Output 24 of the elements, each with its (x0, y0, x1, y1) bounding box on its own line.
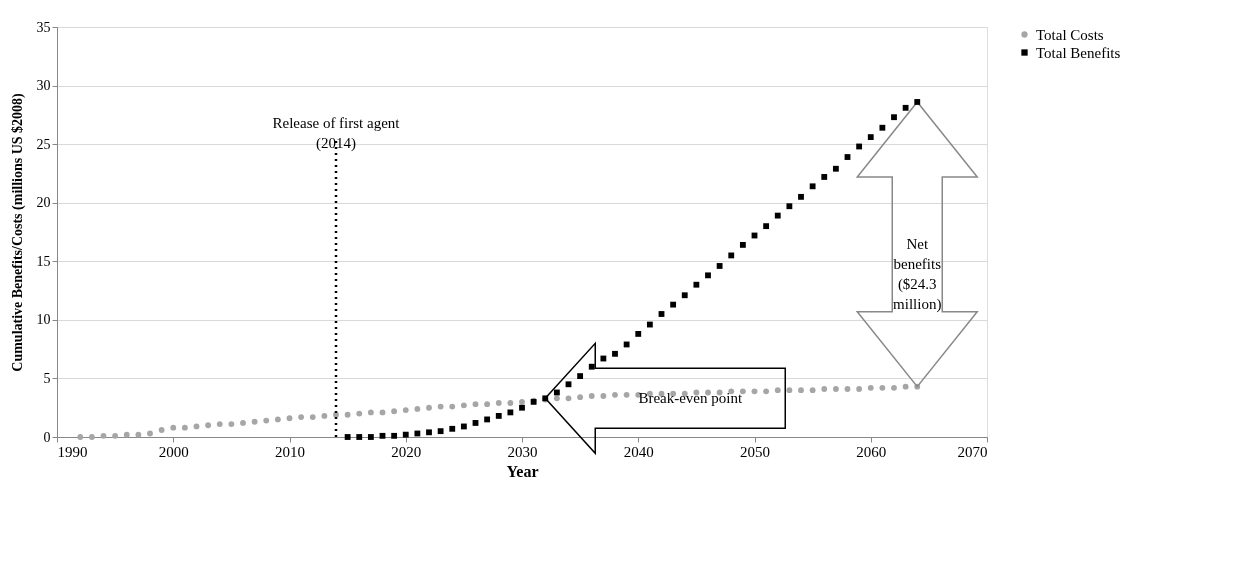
ref-line-label: Release of first agent (2014) (272, 115, 401, 152)
x-tick-label: 2010 (275, 443, 305, 460)
x-tick-label: 2040 (623, 443, 654, 460)
y-tick-label: 35 (36, 19, 51, 35)
y-tick-label: 20 (36, 195, 51, 211)
annotation: Net benefits ($24.3 million) (893, 236, 942, 314)
legend-label: Total Costs (1036, 26, 1104, 43)
x-tick-label: 2050 (740, 443, 770, 460)
x-tick-label: 2060 (856, 443, 887, 460)
y-tick-label: 10 (36, 312, 51, 328)
y-tick-label: 25 (36, 136, 51, 152)
y-tick-label: 5 (43, 370, 51, 386)
y-tick-label: 30 (36, 78, 51, 94)
y-axis-title: Cumulative Benefits/Costs (millions US $2008) (9, 92, 26, 372)
annotation: Break-even point (638, 390, 743, 407)
x-axis-title: Year (506, 462, 539, 480)
x-tick-label: 2000 (158, 443, 189, 460)
x-tick-label: 1990 (57, 443, 88, 460)
legend-label: Total Benefits (1036, 44, 1121, 61)
x-tick-label: 2030 (507, 443, 538, 460)
x-tick-label: 2020 (391, 443, 422, 460)
y-tick-label: 0 (43, 429, 51, 445)
y-tick-label: 15 (36, 253, 51, 269)
x-tick-label: 2070 (957, 443, 988, 460)
